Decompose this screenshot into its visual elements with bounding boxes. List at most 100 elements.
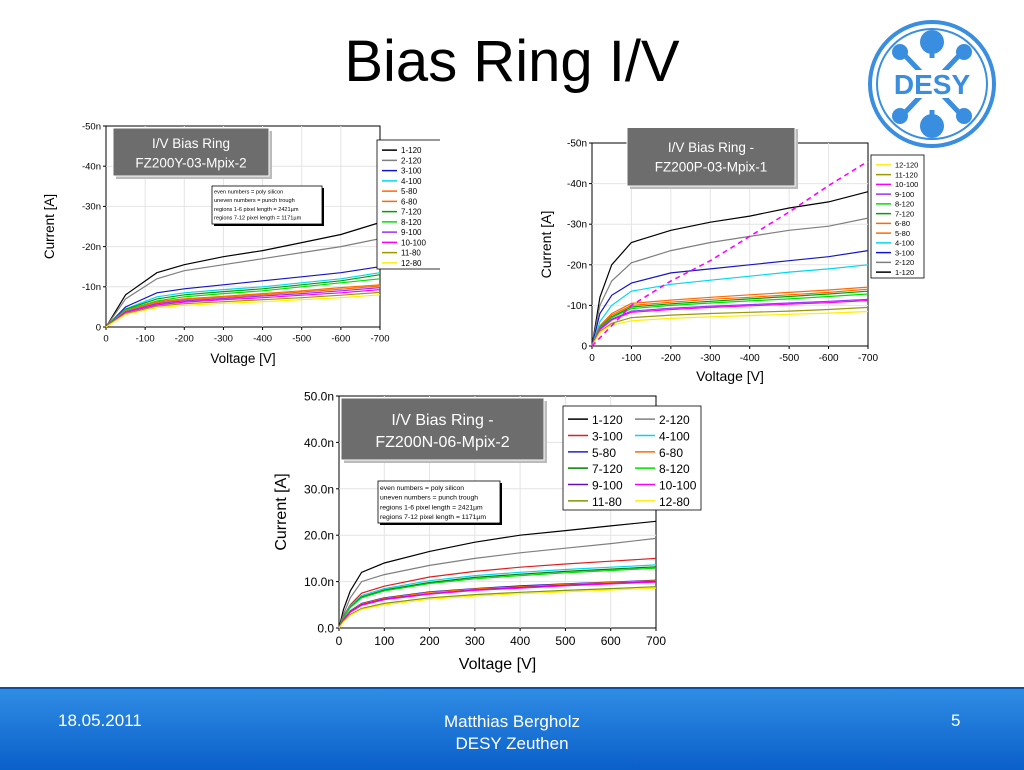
- legend-label: 4-100: [659, 430, 690, 444]
- x-axis-label: Voltage [V]: [210, 351, 275, 366]
- legend-label: 3-100: [592, 430, 623, 444]
- y-axis-label: Current [A]: [42, 194, 57, 259]
- y-tick-label: 30.0n: [304, 482, 334, 496]
- notes-line: uneven numbers = punch trough: [214, 198, 295, 204]
- chart-title-line: I/V Bias Ring: [152, 136, 230, 151]
- notes-line: regions 1-6 pixel length = 2421µm: [214, 207, 299, 213]
- legend-label: 7-120: [592, 462, 623, 476]
- notes-box: [377, 480, 501, 524]
- legend-label: 12-80: [659, 495, 690, 509]
- legend-label: 6-80: [895, 219, 910, 228]
- y-axis-label: Current [A]: [273, 473, 290, 550]
- x-tick-label: -300: [700, 353, 720, 364]
- series-line-11-120: [591, 306, 869, 347]
- x-tick-label: -200: [661, 353, 681, 364]
- y-tick-label: -40n: [82, 161, 101, 172]
- series-line-2-120: [591, 217, 869, 347]
- legend-label: 8-120: [401, 218, 422, 227]
- legend-label: 5-80: [895, 229, 910, 238]
- notes-line: even numbers = poly silicon: [380, 485, 464, 492]
- notes-line: even numbers = poly silicon: [214, 190, 283, 196]
- legend-box: [870, 154, 925, 279]
- y-axis-label: Current [A]: [538, 211, 554, 279]
- series-line-12-120: [591, 310, 869, 347]
- logo-dots: [892, 30, 972, 138]
- series-line-1-120: [105, 221, 381, 328]
- x-tick-label: -600: [331, 334, 350, 345]
- title-box: [626, 128, 796, 187]
- y-tick-label: 10.0n: [304, 575, 334, 589]
- legend-label: 2-120: [659, 413, 690, 427]
- series-line-10-100: [591, 299, 869, 347]
- x-tick-label: 0: [589, 353, 595, 364]
- legend-label: 8-120: [895, 200, 914, 209]
- legend-label: 12-80: [401, 259, 422, 268]
- logo-inner-ring: [876, 28, 988, 140]
- x-tick-label: -400: [740, 353, 760, 364]
- x-tick-label: -500: [779, 353, 799, 364]
- x-tick-label: 600: [601, 634, 621, 648]
- legend-box: [562, 405, 702, 511]
- series-line-4-100: [591, 264, 869, 347]
- legend-label: 4-100: [401, 177, 422, 186]
- y-tick-label: 0.0: [317, 622, 334, 636]
- x-tick-label: -400: [253, 334, 272, 345]
- notes-line: regions 7-12 pixel length = 1171µm: [214, 215, 302, 221]
- y-tick-label: -40n: [567, 179, 587, 190]
- y-tick-label: 20.0n: [304, 529, 334, 543]
- logo-text-bg: [894, 70, 970, 98]
- x-tick-label: -100: [136, 334, 155, 345]
- series-line-11-80: [105, 291, 381, 328]
- legend-label: 2-120: [895, 258, 914, 267]
- legend-label: 6-80: [401, 197, 418, 206]
- legend-label: 1-120: [401, 146, 422, 155]
- x-tick-label: 0: [336, 634, 343, 648]
- x-tick-label: -300: [214, 334, 233, 345]
- series-line-4-100: [105, 272, 381, 328]
- series-line-8-120: [105, 278, 381, 328]
- series-line-2-120: [338, 537, 657, 629]
- y-tick-label: -30n: [567, 220, 587, 231]
- chart-title-line: FZ200P-03-Mpix-1: [655, 160, 768, 175]
- series-line-7-120: [105, 274, 381, 328]
- legend-label: 10-100: [659, 479, 697, 493]
- x-tick-label: -600: [819, 353, 839, 364]
- legend-label: 9-100: [401, 228, 422, 237]
- series-line-9-100: [105, 287, 381, 328]
- footer-author-name: Matthias Bergholz: [443, 712, 581, 731]
- legend-label: 11-80: [592, 495, 622, 509]
- legend-label: 8-120: [659, 462, 690, 476]
- series-line-6-80: [591, 288, 869, 347]
- plot-group: 0 -100 -200 -300 -400 -500 -600 -700 0 -10n -20n -3…: [42, 121, 440, 366]
- chart-fz200n: 0 100 200 300 400 500 600 700 0.0 10.0n 20.0n 30.0n…: [273, 390, 702, 673]
- legend-label: 5-80: [401, 187, 418, 196]
- series-line-12-80: [338, 587, 657, 629]
- legend-label: 2-120: [401, 156, 422, 165]
- notes-box: [211, 185, 323, 225]
- x-axis-label: Voltage [V]: [459, 656, 536, 673]
- legend-label: 9-100: [895, 190, 914, 199]
- legend-label: 4-100: [895, 239, 914, 248]
- y-tick-label: 0: [581, 342, 587, 353]
- legend-label: 5-80: [592, 446, 616, 460]
- y-tick-label: -50n: [567, 139, 587, 150]
- logo-text: DESY: [894, 69, 971, 100]
- x-tick-label: 400: [510, 634, 530, 648]
- x-tick-label: -500: [292, 334, 311, 345]
- legend-label: 6-80: [659, 446, 683, 460]
- y-tick-label: -50n: [82, 121, 101, 132]
- x-tick-label: 300: [465, 634, 485, 648]
- series-line-3-100: [591, 250, 869, 347]
- notes-line: uneven numbers = punch trough: [380, 495, 478, 502]
- footer-institute: DESY Zeuthen: [455, 734, 569, 753]
- y-tick-label: -20n: [82, 242, 101, 253]
- series-line-dashed: [591, 160, 869, 347]
- chart-fz200y: 0 -100 -200 -300 -400 -500 -600 -700 0 -10n -20n -3…: [42, 121, 440, 366]
- legend-label: 10-100: [401, 238, 426, 247]
- y-tick-label: -10n: [82, 282, 101, 293]
- legend-label: 3-100: [895, 248, 914, 257]
- series-line-3-100: [105, 266, 381, 328]
- plot-group: 0 -100 -200 -300 -400 -500 -600 -700 0 -10n -20n -3…: [538, 128, 925, 384]
- legend-label: 7-120: [401, 208, 422, 217]
- y-tick-label: 0: [96, 322, 101, 333]
